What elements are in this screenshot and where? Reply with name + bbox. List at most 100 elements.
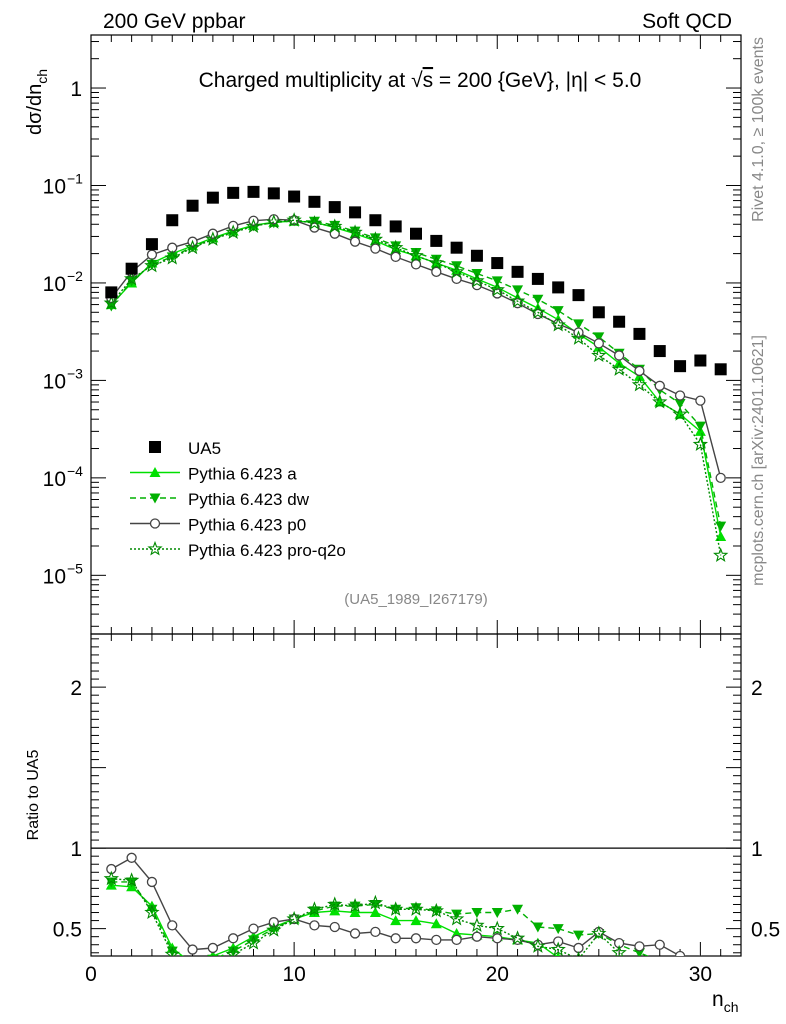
data-point-pythia-6-423-pro-q2o [448, 263, 465, 279]
data-point-pythia-6-423-dw [491, 276, 503, 287]
ratio-point-pythia-6-423-p0 [167, 920, 178, 931]
data-point-pythia-6-423-dw [146, 259, 158, 270]
ratio-point-pythia-6-423-a [349, 907, 361, 918]
data-point-pythia-6-423-pro-q2o [286, 212, 302, 227]
data-point-pythia-6-423-p0 [390, 251, 401, 263]
ratio-point-pythia-6-423-a [209, 950, 216, 956]
ratio-point-pythia-6-423-p0 [207, 942, 219, 954]
data-point-ua5 [206, 191, 219, 204]
data-point-ua5 [125, 262, 138, 275]
ratio-point-pythia-6-423-a [593, 965, 604, 975]
data-point-pythia-6-423-dw [308, 216, 320, 227]
ratio-series [103, 852, 725, 1002]
y-axis-label-main: dσ/dn [24, 84, 46, 135]
ratio-point-pythia-6-423-dw [654, 956, 665, 966]
data-point-pythia-6-423-dw [694, 421, 706, 432]
ratio-point-pythia-6-423-pro-q2o [367, 894, 384, 910]
ratio-point-pythia-6-423-a [573, 963, 584, 973]
data-point-pythia-6-423-pro-q2o [367, 231, 384, 246]
ratio-point-pythia-6-423-p0 [654, 939, 665, 950]
side-label-mcplots: mcplots.cern.ch [arXiv:2401.10621] [750, 335, 767, 586]
ratio-point-pythia-6-423-dw [248, 935, 259, 946]
data-point-pythia-6-423-dw [674, 398, 686, 409]
data-point-pythia-6-423-pro-q2o [672, 406, 688, 421]
ratio-point-pythia-6-423-pro-q2o [103, 870, 119, 886]
ratio-point-pythia-6-423-p0 [370, 926, 381, 937]
data-point-ua5 [470, 249, 483, 262]
data-point-ua5 [653, 345, 666, 358]
ratio-point-pythia-6-423-pro-q2o [674, 983, 686, 995]
data-point-pythia-6-423-p0 [410, 259, 422, 270]
ratio-point-pythia-6-423-pro-q2o [654, 974, 666, 986]
ratio-y-tick-label-right: 2 [751, 677, 763, 700]
y-tick-label: 10 [43, 565, 66, 588]
ratio-point-pythia-6-423-pro-q2o [694, 987, 706, 999]
ratio-y-tick-label: 1 [70, 838, 82, 861]
data-point-pythia-6-423-pro-q2o [469, 272, 485, 288]
data-point-pythia-6-423-dw [573, 319, 584, 330]
data-point-pythia-6-423-pro-q2o [205, 231, 221, 246]
plot-title-prefix: Charged multiplicity at [199, 69, 411, 92]
legend-marker-pythia-6-423-a [149, 467, 161, 477]
ratio-point-pythia-6-423-a [451, 927, 463, 938]
ratio-point-pythia-6-423-p0 [451, 934, 462, 946]
ratio-y-axis-label: Ratio to UA5 [25, 750, 42, 841]
ratio-point-pythia-6-423-a [675, 992, 686, 1002]
data-point-ua5 [694, 354, 707, 367]
data-point-ua5 [267, 187, 280, 200]
ratio-point-pythia-6-423-dw [573, 930, 584, 941]
ratio-point-pythia-6-423-dw [451, 909, 463, 920]
data-point-pythia-6-423-p0 [674, 390, 686, 401]
data-point-pythia-6-423-p0 [309, 222, 320, 233]
y-tick-label-exponent: −1 [67, 170, 83, 186]
data-point-pythia-6-423-p0 [349, 236, 361, 247]
ratio-point-pythia-6-423-pro-q2o [123, 872, 140, 887]
legend-marker-pythia-6-423-pro-q2o [147, 540, 163, 556]
data-point-pythia-6-423-dw [410, 248, 422, 259]
ratio-point-pythia-6-423-p0 [573, 942, 584, 954]
ratio-point-pythia-6-423-dw [187, 958, 198, 968]
ratio-point-pythia-6-423-pro-q2o [144, 904, 160, 920]
ratio-point-pythia-6-423-pro-q2o [428, 902, 444, 918]
legend: UA5 Pythia 6.423 a Pythia 6.423 dw Pythia 6… [130, 439, 346, 560]
ratio-point-pythia-6-423-a [410, 915, 422, 926]
legend-label-pythia-6-423-pro-q2o: Pythia 6.423 pro-q2o [188, 541, 346, 560]
data-point-pythia-6-423-dw [532, 294, 544, 305]
data-point-pythia-6-423-p0 [613, 350, 625, 361]
data-point-pythia-6-423-p0 [370, 243, 381, 254]
data-point-pythia-6-423-pro-q2o [388, 239, 404, 255]
ratio-point-pythia-6-423-pro-q2o [591, 925, 607, 940]
data-point-pythia-6-423-pro-q2o [428, 254, 444, 270]
analysis-id: (UA5_1989_I267179) [344, 591, 487, 608]
ratio-y-tick-label-right: 0.5 [751, 919, 780, 942]
data-point-pythia-6-423-dw [329, 220, 341, 231]
ratio-point-pythia-6-423-a [430, 918, 442, 929]
data-point-pythia-6-423-dw [430, 254, 442, 265]
data-point-pythia-6-423-pro-q2o [530, 304, 546, 319]
data-point-ua5 [714, 363, 727, 376]
ratio-point-pythia-6-423-p0 [329, 921, 340, 933]
data-point-ua5 [552, 281, 565, 294]
ratio-point-pythia-6-423-dw [410, 903, 422, 914]
ratio-point-pythia-6-423-p0 [146, 876, 158, 888]
ratio-point-pythia-6-423-pro-q2o [448, 910, 465, 926]
ratio-point-pythia-6-423-dw [675, 964, 686, 974]
data-point-ua5 [247, 185, 260, 198]
x-tick-label: 20 [486, 963, 509, 986]
ratio-point-pythia-6-423-a [654, 988, 665, 998]
ratio-point-pythia-6-423-pro-q2o [186, 961, 198, 973]
axis-ticks [90, 35, 742, 956]
y-tick-label: 10 [43, 273, 66, 296]
ratio-point-pythia-6-423-pro-q2o [489, 920, 505, 936]
ratio-y-tick-label-right: 1 [751, 838, 763, 861]
ratio-point-pythia-6-423-a [369, 907, 381, 918]
ratio-point-pythia-6-423-p0 [716, 972, 725, 981]
data-point-pythia-6-423-dw [593, 332, 605, 343]
header-left: 200 GeV ppbar [103, 10, 245, 33]
plot-title-suffix: = 200 {GeV}, |η| < 5.0 [433, 69, 641, 92]
y-tick-label: 1 [70, 78, 82, 101]
data-point-pythia-6-423-pro-q2o [123, 270, 140, 286]
ratio-point-pythia-6-423-pro-q2o [633, 967, 645, 979]
data-point-pythia-6-423-p0 [654, 380, 665, 391]
main-series [103, 185, 729, 562]
